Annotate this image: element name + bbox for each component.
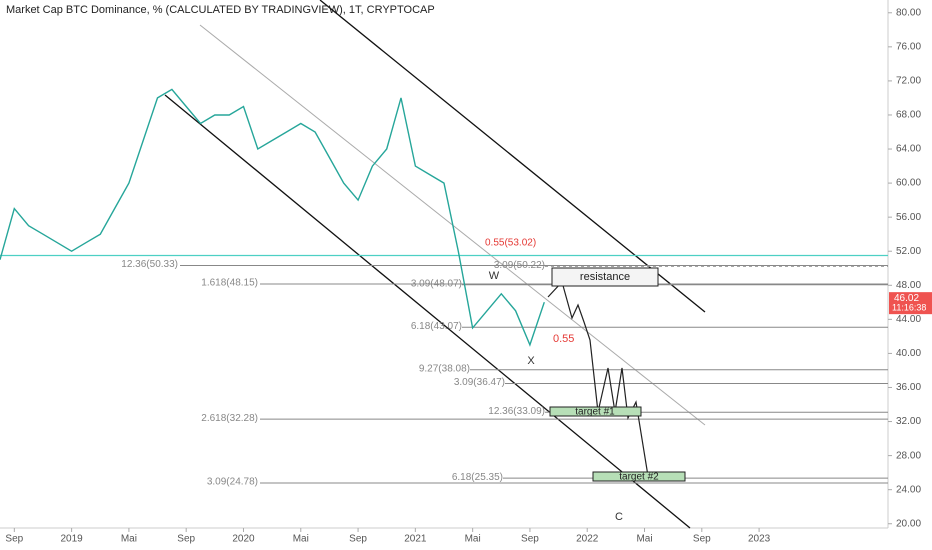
y-tick-label: 24.00 [896, 484, 921, 495]
y-tick-label: 36.00 [896, 382, 921, 393]
y-tick-label: 64.00 [896, 144, 921, 155]
y-tick-label: 32.00 [896, 416, 921, 427]
x-tick-label: Sep [5, 534, 23, 545]
fib-label: 6.18(25.35) [452, 472, 503, 483]
fib-label: 12.36(50.33) [121, 259, 178, 270]
y-tick-label: 68.00 [896, 110, 921, 121]
target-box [549, 406, 642, 417]
price-countdown: 11:16:38 [892, 303, 926, 313]
target-label: target #2 [619, 472, 659, 483]
x-tick-label: Mai [465, 534, 481, 545]
price-badge [889, 292, 932, 315]
fib-label: 12.36(33.09) [488, 406, 545, 417]
fib-label: 3.09(24.78) [207, 477, 258, 488]
x-tick-label: 2019 [60, 534, 83, 545]
channel-lower [164, 94, 691, 529]
x-tick-label: Sep [693, 534, 711, 545]
y-tick-label: 76.00 [896, 41, 921, 52]
y-tick-label: 56.00 [896, 212, 921, 223]
fib-label: 1.618(48.15) [201, 278, 258, 289]
fib-label: 3.09(50.22) [494, 260, 545, 271]
x-tick-label: Mai [293, 534, 309, 545]
y-tick-label: 44.00 [896, 314, 921, 325]
y-tick-label: 20.00 [896, 518, 921, 529]
channel-upper [319, 0, 706, 313]
wave-label: W [489, 270, 500, 282]
x-tick-label: Mai [636, 534, 652, 545]
fib-label: 6.18(43.07) [411, 321, 462, 332]
target-label: target #1 [575, 407, 615, 418]
x-tick-label: 2023 [748, 534, 771, 545]
x-tick-label: Sep [177, 534, 195, 545]
x-tick-label: Sep [521, 534, 539, 545]
target-box [592, 471, 686, 482]
price-line [0, 88, 545, 347]
y-tick-label: 72.00 [896, 76, 921, 87]
red-annotation: 0.55 [553, 333, 574, 345]
resistance-label: resistance [580, 271, 630, 283]
x-tick-label: Mai [121, 534, 137, 545]
x-tick-label: 2020 [232, 534, 255, 545]
wave-label: X [527, 355, 535, 367]
y-tick-label: 48.00 [896, 280, 921, 291]
red-annotation: 0.55(53.02) [485, 238, 536, 249]
fib-label: 3.09(36.47) [454, 377, 505, 388]
y-tick-label: 80.00 [896, 7, 921, 18]
wave-label: C [615, 511, 623, 523]
fib-label: 3.09(48.07) [411, 278, 462, 289]
y-tick-label: 28.00 [896, 450, 921, 461]
resistance-box [551, 267, 659, 287]
chart-title: Market Cap BTC Dominance, % (CALCULATED … [6, 4, 435, 16]
x-tick-label: 2022 [576, 534, 599, 545]
fib-label: 9.27(38.08) [419, 363, 470, 374]
y-tick-label: 60.00 [896, 178, 921, 189]
fib-label: 2.618(32.28) [201, 413, 258, 424]
y-tick-label: 52.00 [896, 246, 921, 257]
price-badge-label: 46.02 [894, 293, 919, 304]
y-tick-label: 40.00 [896, 348, 921, 359]
x-tick-label: 2021 [404, 534, 427, 545]
x-tick-label: Sep [349, 534, 367, 545]
